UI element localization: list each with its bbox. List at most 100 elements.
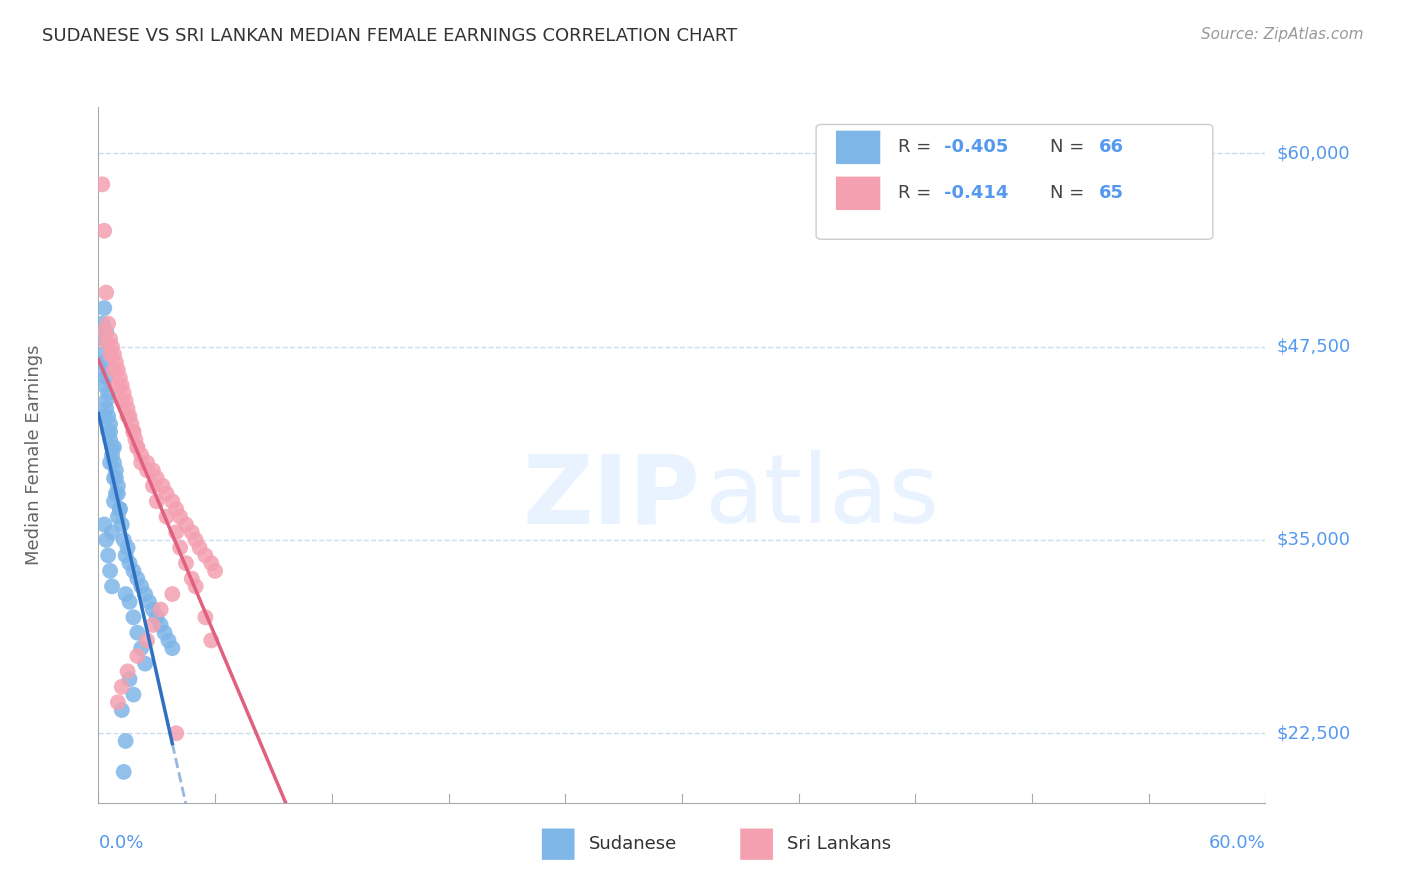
Point — [174, 517, 197, 532]
Point — [108, 502, 131, 516]
Point — [114, 734, 136, 748]
Point — [157, 633, 180, 648]
Text: 60.0%: 60.0% — [1209, 834, 1265, 852]
FancyBboxPatch shape — [837, 131, 880, 164]
Point — [101, 440, 124, 454]
Point — [98, 347, 121, 361]
Point — [101, 448, 124, 462]
Point — [91, 178, 114, 192]
Point — [96, 401, 118, 416]
Text: $22,500: $22,500 — [1277, 724, 1351, 742]
Point — [108, 370, 131, 384]
Point — [98, 433, 121, 447]
Point — [136, 633, 159, 648]
Point — [103, 471, 125, 485]
Text: -0.405: -0.405 — [945, 138, 1010, 156]
Point — [107, 479, 129, 493]
Point — [114, 587, 136, 601]
Point — [98, 332, 121, 346]
Point — [96, 285, 118, 300]
Point — [111, 680, 134, 694]
Point — [142, 618, 165, 632]
Point — [91, 363, 114, 377]
Point — [155, 509, 177, 524]
FancyBboxPatch shape — [815, 124, 1213, 239]
Text: R =: R = — [898, 185, 936, 202]
Point — [93, 517, 115, 532]
Point — [101, 525, 124, 540]
Text: $60,000: $60,000 — [1277, 145, 1350, 162]
Point — [127, 625, 149, 640]
Point — [129, 579, 152, 593]
Point — [129, 641, 152, 656]
Text: atlas: atlas — [704, 450, 939, 543]
Point — [93, 324, 115, 338]
Point — [118, 409, 141, 424]
FancyBboxPatch shape — [741, 829, 773, 860]
Point — [97, 425, 120, 439]
Point — [134, 587, 156, 601]
Text: Sri Lankans: Sri Lankans — [787, 835, 891, 853]
Point — [104, 463, 127, 477]
FancyBboxPatch shape — [541, 829, 575, 860]
Point — [117, 541, 139, 555]
Text: 0.0%: 0.0% — [98, 834, 143, 852]
Point — [104, 355, 127, 369]
Point — [146, 610, 169, 624]
Point — [117, 409, 139, 424]
Point — [93, 378, 115, 392]
Point — [96, 324, 118, 338]
Point — [136, 463, 159, 477]
Text: $47,500: $47,500 — [1277, 338, 1351, 356]
Point — [188, 541, 211, 555]
Point — [200, 556, 222, 570]
Point — [103, 363, 125, 377]
Point — [122, 425, 145, 439]
Point — [146, 471, 169, 485]
Point — [104, 471, 127, 485]
Point — [180, 572, 202, 586]
Point — [98, 456, 121, 470]
Point — [122, 688, 145, 702]
Point — [122, 610, 145, 624]
Point — [194, 610, 217, 624]
Point — [107, 363, 129, 377]
Text: ZIP: ZIP — [523, 450, 700, 543]
Point — [127, 440, 149, 454]
Point — [112, 764, 135, 779]
Point — [184, 533, 207, 547]
Point — [108, 502, 131, 516]
Point — [129, 448, 152, 462]
Point — [142, 479, 165, 493]
Point — [127, 572, 149, 586]
Text: -0.414: -0.414 — [945, 185, 1010, 202]
Point — [112, 533, 135, 547]
Point — [117, 665, 139, 679]
Point — [134, 657, 156, 671]
Text: N =: N = — [1049, 138, 1090, 156]
Point — [96, 370, 118, 384]
Point — [146, 494, 169, 508]
Point — [98, 564, 121, 578]
Point — [129, 456, 152, 470]
Text: Median Female Earnings: Median Female Earnings — [25, 344, 44, 566]
Point — [98, 425, 121, 439]
Point — [136, 456, 159, 470]
Point — [118, 556, 141, 570]
Point — [200, 633, 222, 648]
Point — [91, 317, 114, 331]
Point — [114, 393, 136, 408]
Point — [97, 386, 120, 401]
Point — [93, 355, 115, 369]
Point — [118, 672, 141, 686]
Point — [152, 479, 174, 493]
Point — [174, 556, 197, 570]
Point — [180, 525, 202, 540]
FancyBboxPatch shape — [837, 177, 880, 210]
Point — [103, 440, 125, 454]
Point — [103, 456, 125, 470]
Point — [127, 648, 149, 663]
Point — [93, 332, 115, 346]
Point — [96, 334, 118, 349]
Point — [165, 726, 187, 740]
